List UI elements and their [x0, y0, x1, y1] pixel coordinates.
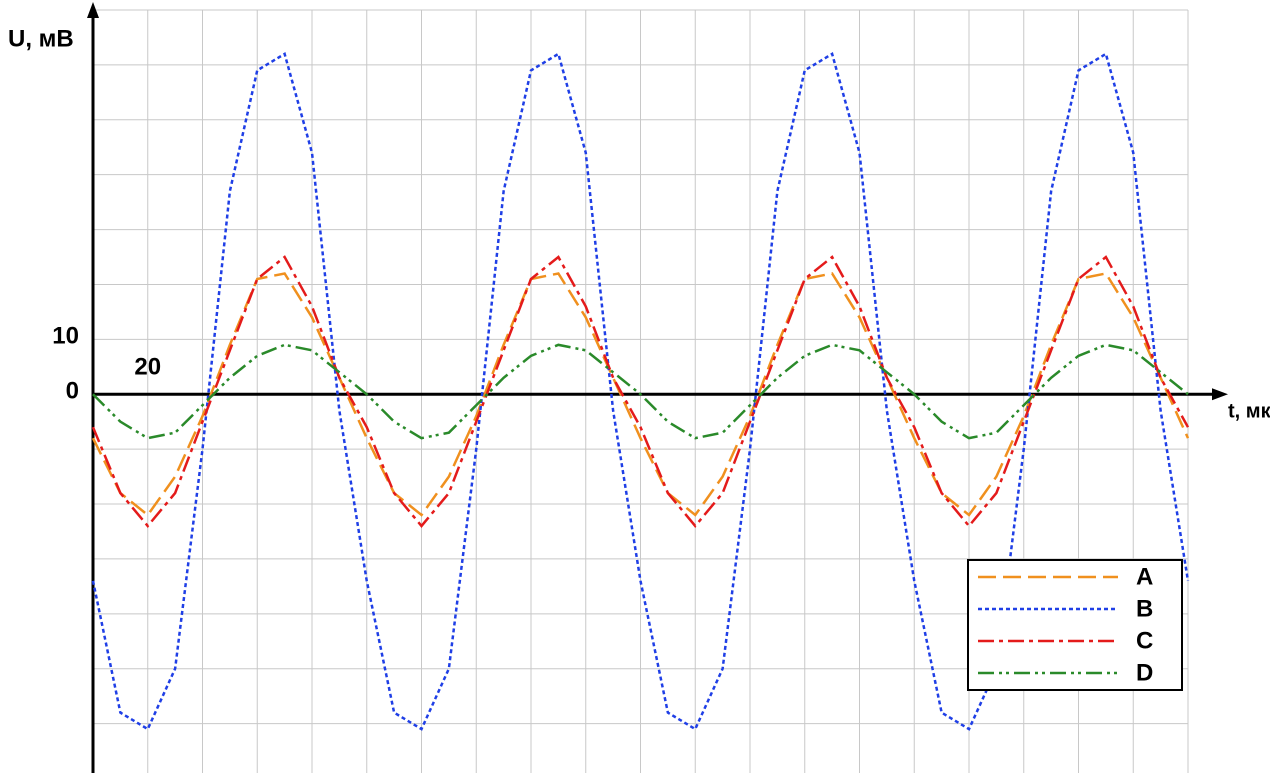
- legend-label: B: [1136, 595, 1153, 622]
- y-axis-arrow: [87, 2, 99, 18]
- y-tick-label: 10: [52, 323, 79, 350]
- legend-label: C: [1136, 627, 1153, 654]
- x-axis-label: t, мкс: [1228, 400, 1270, 422]
- legend-label: A: [1136, 563, 1153, 590]
- legend-box: [967, 559, 1183, 691]
- x-tick-label: 20: [134, 354, 161, 381]
- y-axis-label: U, мВ: [8, 25, 74, 52]
- x-axis-arrow: [1212, 388, 1228, 401]
- series-line: [91, 255, 1190, 528]
- series-line: [91, 272, 1190, 517]
- series-line: [92, 343, 1189, 440]
- legend-label: D: [1136, 659, 1153, 686]
- y-tick-label: 0: [66, 378, 79, 405]
